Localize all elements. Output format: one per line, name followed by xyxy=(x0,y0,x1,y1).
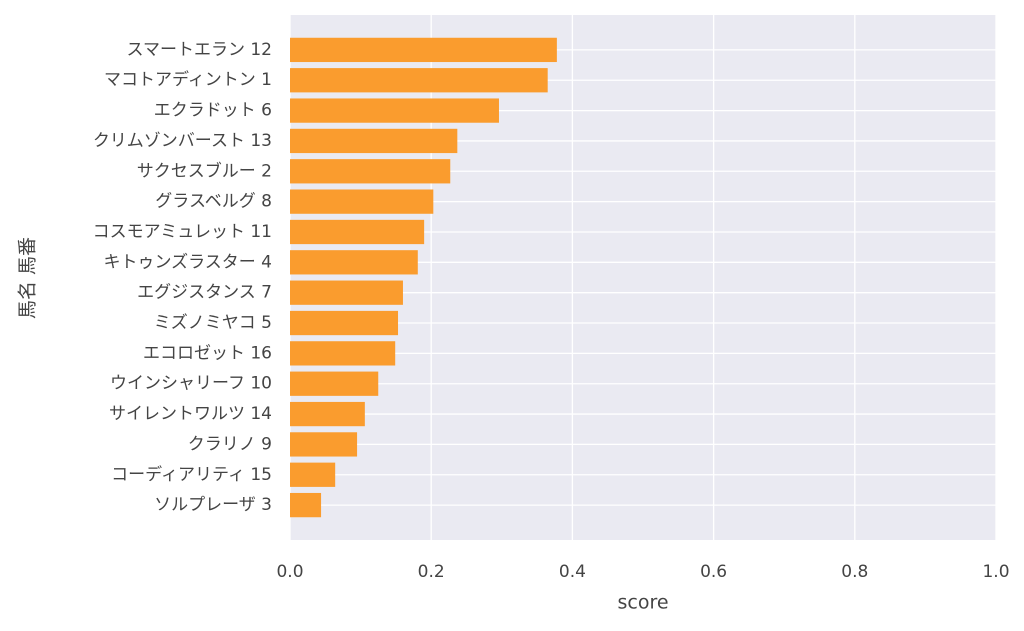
bar xyxy=(290,189,434,214)
bar xyxy=(290,37,557,63)
bar xyxy=(290,341,396,366)
bar xyxy=(290,432,358,457)
x-tick-label: 0.0 xyxy=(276,562,303,582)
y-tick-label: コスモアミュレット 11 xyxy=(93,222,272,242)
y-tick-label: スマートエラン 12 xyxy=(126,40,272,60)
y-tick-label: エコロゼット 16 xyxy=(143,343,272,363)
y-tick-label: ウインシャリーフ 10 xyxy=(110,374,272,394)
y-tick-label: サイレントワルツ 14 xyxy=(109,404,272,424)
y-tick-label: サクセスブルー 2 xyxy=(137,160,272,181)
plot-area xyxy=(290,15,996,540)
bar xyxy=(290,280,403,305)
y-tick-label: クラリノ 9 xyxy=(188,434,272,454)
bar xyxy=(290,371,379,396)
y-tick-label: エグジスタンス 7 xyxy=(137,283,272,303)
x-axis-label: score xyxy=(617,592,668,614)
y-axis-label: 馬名 馬番 xyxy=(17,237,39,319)
y-tick-label: ソルプレーザ 3 xyxy=(154,495,272,515)
bar xyxy=(290,462,336,487)
x-tick-label: 1.0 xyxy=(982,562,1009,582)
y-tick-label: マコトアディントン 1 xyxy=(104,69,272,90)
y-tick-label: グラスベルグ 8 xyxy=(155,192,272,212)
bar xyxy=(290,159,451,184)
bar xyxy=(290,128,458,154)
x-tick-label: 0.8 xyxy=(841,562,868,582)
bar xyxy=(290,401,365,427)
x-tick-label: 0.6 xyxy=(700,562,727,582)
y-tick-label: エクラドット 6 xyxy=(154,101,272,121)
y-tick-label: ミズノミヤコ 5 xyxy=(154,313,272,333)
bar xyxy=(290,68,548,93)
x-tick-label: 0.2 xyxy=(418,562,445,582)
bar xyxy=(290,98,499,123)
y-tick-label: キトゥンズラスター 4 xyxy=(103,252,272,272)
bar xyxy=(290,250,418,275)
bar xyxy=(290,310,399,336)
bar xyxy=(290,219,425,245)
y-tick-label: クリムゾンバースト 13 xyxy=(93,131,272,151)
y-tick-label: コーディアリティ 15 xyxy=(111,464,272,485)
bar xyxy=(290,492,322,518)
x-tick-label: 0.4 xyxy=(559,562,586,582)
